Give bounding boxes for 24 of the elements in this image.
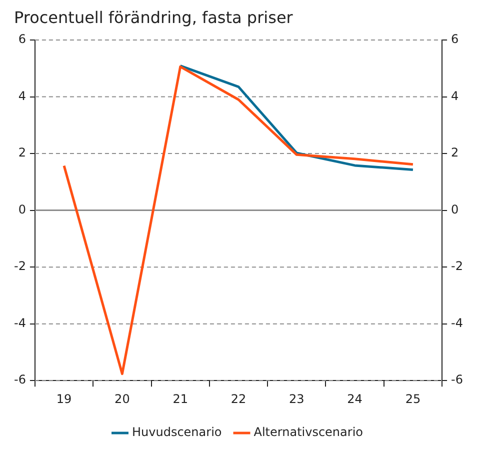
y2-tick-label: 4 — [451, 88, 459, 103]
y-tick-label: -2 — [14, 259, 26, 274]
x-tick-label: 23 — [289, 392, 304, 406]
x-tick-label: 20 — [114, 392, 130, 406]
x-tick-label: 21 — [172, 392, 188, 406]
y2-tick-label: 0 — [451, 202, 459, 216]
x-tick-label: 19 — [56, 392, 72, 406]
legend-label: Alternativscenario — [254, 425, 364, 440]
x-tick-label: 22 — [230, 392, 246, 406]
y-tick-label: -4 — [14, 316, 26, 330]
x-tick-label: 25 — [405, 392, 421, 406]
x-tick-label: 24 — [347, 392, 362, 406]
y2-tick-label: 2 — [451, 146, 459, 160]
y-tick-label: 6 — [18, 32, 26, 46]
chart-title: Procentuell förändring, fasta priser — [14, 8, 293, 27]
legend-label: Huvudscenario — [132, 425, 222, 440]
y-tick-label: -6 — [14, 372, 26, 387]
y2-tick-label: 6 — [451, 32, 459, 46]
y2-tick-label: -2 — [451, 259, 464, 274]
y2-tick-label: -6 — [451, 372, 464, 387]
y-tick-label: 0 — [18, 202, 26, 216]
y-tick-label: 2 — [18, 146, 26, 160]
y2-tick-label: -4 — [451, 316, 464, 330]
y-tick-label: 4 — [18, 88, 26, 103]
